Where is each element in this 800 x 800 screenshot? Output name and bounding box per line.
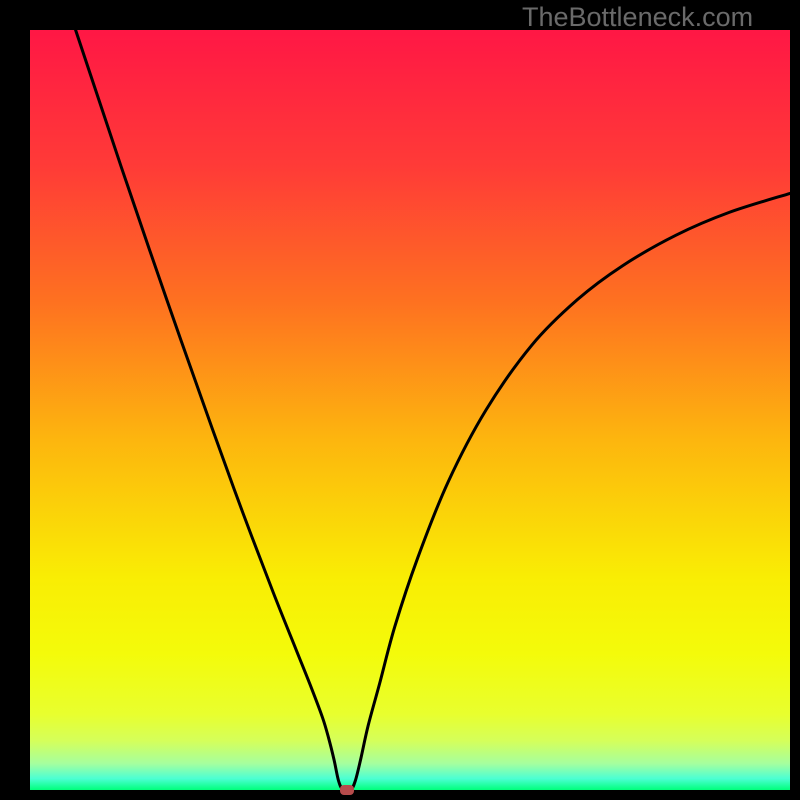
watermark-text: TheBottleneck.com xyxy=(522,2,753,33)
chart-frame: TheBottleneck.com xyxy=(0,0,800,800)
plot-area xyxy=(30,30,790,790)
optimum-marker xyxy=(340,785,354,795)
